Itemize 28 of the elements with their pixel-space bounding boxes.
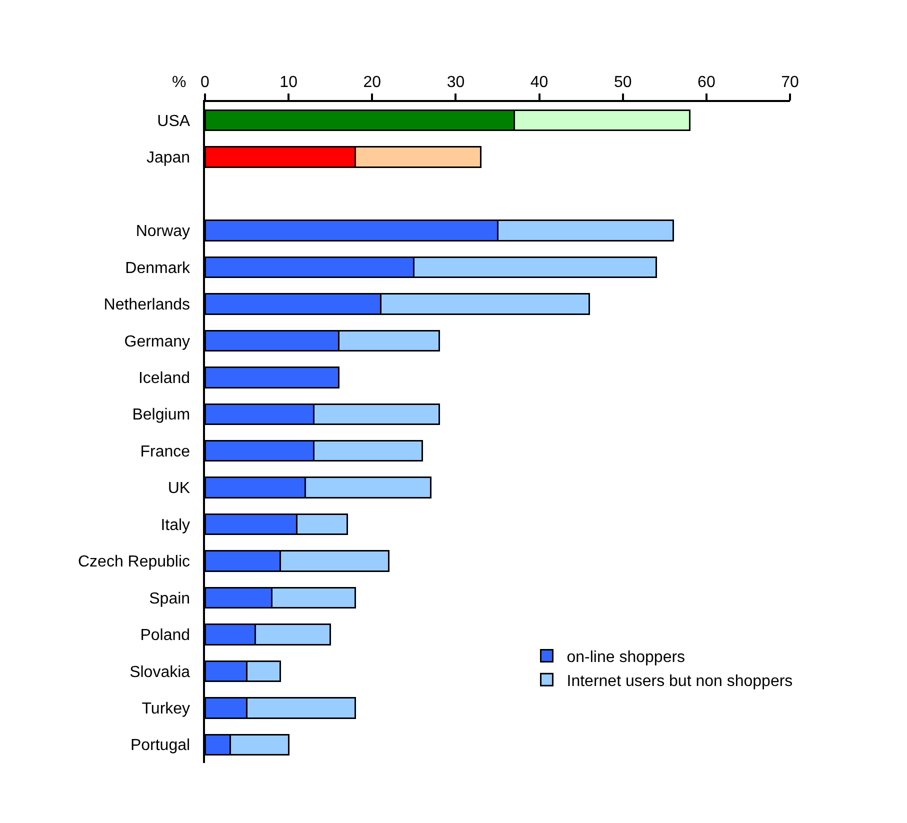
y-tick-label: Slovakia (130, 664, 190, 681)
y-tick-label: UK (168, 480, 190, 498)
x-tick-label: 20 (363, 74, 382, 91)
y-tick-label: Spain (149, 590, 190, 608)
x-tick-label: 40 (530, 74, 548, 91)
y-tick-label: Netherlands (104, 296, 190, 314)
y-tick-label: Italy (160, 516, 190, 534)
x-tick-label: 30 (446, 74, 465, 91)
y-tick-label: Turkey (142, 700, 190, 718)
y-tick-label: Portugal (130, 737, 190, 754)
x-tick-label: 10 (280, 74, 298, 91)
y-tick-label: Belgium (132, 406, 190, 424)
y-tick-label: Iceland (138, 370, 190, 388)
y-tick-label: USA (157, 112, 190, 130)
x-axis-title: % (172, 74, 186, 91)
legend-label: Internet users but non shoppers (566, 672, 793, 690)
y-tick-label: Japan (146, 150, 190, 167)
legend-label: on-line shoppers (566, 649, 686, 666)
x-tick-label: 50 (614, 74, 632, 91)
y-tick-label: Denmark (125, 260, 192, 277)
y-tick-label: Germany (124, 333, 190, 350)
x-tick-label: 60 (698, 74, 716, 91)
y-tick-label: Czech Republic (78, 554, 190, 571)
y-tick-label: France (140, 443, 190, 460)
y-tick-label: Norway (136, 223, 190, 240)
x-tick-label: 0 (200, 74, 210, 91)
x-tick-label: 70 (781, 74, 799, 91)
y-tick-label: Poland (140, 627, 190, 644)
